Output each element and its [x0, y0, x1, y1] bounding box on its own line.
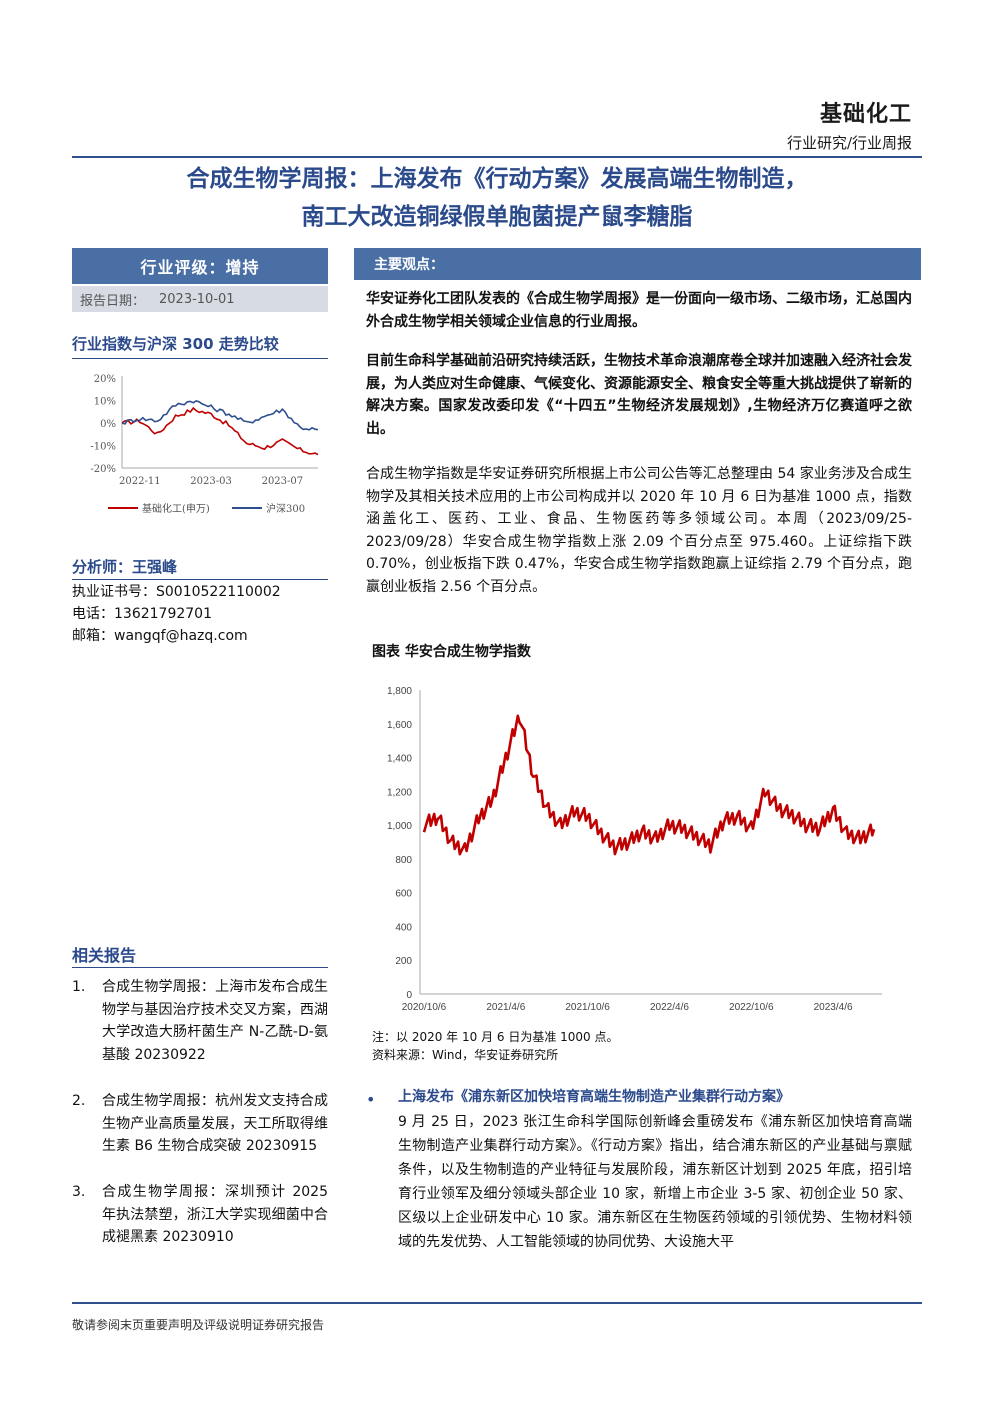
y-tick-label: 800 [395, 855, 412, 866]
legend-label: 基础化工(申万) [142, 502, 210, 515]
x-tick-label: 2021/10/6 [565, 1002, 610, 1013]
report-category: 行业研究/行业周报 [786, 134, 912, 152]
report-title-line-1: 合成生物学周报：上海发布《行动方案》发展高端生物制造， [186, 165, 808, 192]
series-line [121, 406, 319, 456]
y-tick-label: 1,600 [387, 720, 412, 731]
series-line [422, 714, 876, 856]
news-body: 9 月 25 日，2023 张江生命科学国际创新峰会重磅发布《浦东新区加快培育高… [398, 1114, 912, 1250]
bullet-icon: • [366, 1090, 376, 1109]
analyst-phone: 电话：13621792701 [72, 606, 212, 622]
y-tick-label: 0% [100, 419, 116, 430]
related-reports-heading: 相关报告 [72, 942, 328, 968]
x-tick-label: 2022-11 [119, 476, 161, 487]
top-divider [72, 156, 922, 158]
related-report-title[interactable]: 合成生物学周报：杭州发文支持合成生物产业高质量发展，天工所取得维生素 B6 生物… [102, 1093, 328, 1154]
related-report-item[interactable]: 1. 合成生物学周报：上海市发布合成生物学与基因治疗技术交叉方案，西湖大学改造大… [72, 976, 328, 1066]
synbio-index-chart: 0 200 400 600 800 1,000 1,200 1,400 1,600 1,800 20… [387, 686, 882, 1013]
related-report-number: 3. [72, 1184, 86, 1200]
related-report-item[interactable]: 2. 合成生物学周报：杭州发文支持合成生物产业高质量发展，天工所取得维生素 B6… [72, 1090, 328, 1158]
news-headline: 上海发布《浦东新区加快培育高端生物制造产业集群行动方案》 [398, 1089, 790, 1105]
legend-label: 沪深300 [266, 502, 305, 515]
related-report-title[interactable]: 合成生物学周报：深圳预计 2025 年执法禁塑，浙江大学实现细菌中合成褪黑素 2… [102, 1184, 328, 1245]
index-comparison-chart: 20% 10% 0% -10% -20%2022-11 2023-03 2023-07 基础化… [90, 374, 319, 515]
y-tick-label: 20% [94, 374, 116, 385]
x-tick-label: 2023/4/6 [814, 1002, 853, 1013]
x-tick-label: 2022/4/6 [650, 1002, 689, 1013]
related-report-number: 2. [72, 1093, 86, 1109]
chart-source: 资料来源：Wind，华安证券研究所 [372, 1048, 559, 1062]
report-title-line-2: 南工大改造铜绿假单胞菌提产鼠李糖脂 [301, 203, 693, 230]
y-tick-label: 600 [395, 889, 412, 900]
index-summary-paragraph: 合成生物学指数是华安证券研究所根据上市公司公告等汇总整理由 54 家业务涉及合成… [366, 466, 912, 595]
related-report-item[interactable]: 3. 合成生物学周报：深圳预计 2025 年执法禁塑，浙江大学实现细菌中合成褪黑… [72, 1181, 328, 1249]
sector-name: 基础化工 [819, 101, 912, 127]
x-tick-label: 2022/10/6 [729, 1002, 774, 1013]
y-tick-label: 1,400 [387, 754, 412, 765]
y-tick-label: 400 [395, 922, 412, 933]
analyst-heading: 分析师：王强峰 [72, 556, 328, 580]
y-tick-label: 1,800 [387, 686, 412, 697]
report-date: 报告日期： 2023-10-01 [72, 286, 328, 312]
related-report-title[interactable]: 合成生物学周报：上海市发布合成生物学与基因治疗技术交叉方案，西湖大学改造大肠杆菌… [102, 979, 328, 1063]
analyst-email[interactable]: 邮箱：wangqf@hazq.com [72, 628, 248, 644]
y-tick-label: -10% [90, 442, 116, 453]
industry-rating: 行业评级：增持 [72, 248, 328, 284]
y-tick-label: 1,000 [387, 821, 412, 832]
x-tick-label: 2023-03 [190, 476, 232, 487]
background-paragraph: 目前生命科学基础前沿研究持续活跃，生物技术革命浪潮席卷全球并加速融入经济社会发展… [366, 353, 912, 437]
report-date-value: 2023-10-01 [159, 291, 235, 307]
analyst-cert: 执业证书号：S0010522110002 [72, 584, 281, 600]
intro-paragraph: 华安证券化工团队发表的《合成生物学周报》是一份面向一级市场、二级市场，汇总国内外… [366, 291, 912, 330]
x-tick-label: 2023-07 [262, 476, 304, 487]
x-tick-label: 2021/4/6 [486, 1002, 525, 1013]
y-tick-label: 0 [406, 990, 412, 1001]
series-line [121, 400, 319, 431]
y-tick-label: 200 [395, 956, 412, 967]
key-points-heading: 主要观点： [354, 248, 921, 280]
footer-disclaimer: 敬请参阅末页重要声明及评级说明证券研究报告 [72, 1318, 325, 1332]
y-tick-label: -20% [90, 464, 116, 475]
comparison-heading: 行业指数与沪深 300 走势比较 [72, 333, 328, 359]
y-tick-label: 1,200 [387, 787, 412, 798]
bottom-divider [72, 1302, 922, 1304]
chart-note: 注：以 2020 年 10 月 6 日为基准 1000 点。 [372, 1030, 619, 1044]
report-date-label: 报告日期： [80, 293, 146, 309]
figure-title: 图表 华安合成生物学指数 [372, 644, 531, 660]
y-tick-label: 10% [94, 397, 116, 408]
x-tick-label: 2020/10/6 [402, 1002, 447, 1013]
related-report-number: 1. [72, 979, 86, 995]
